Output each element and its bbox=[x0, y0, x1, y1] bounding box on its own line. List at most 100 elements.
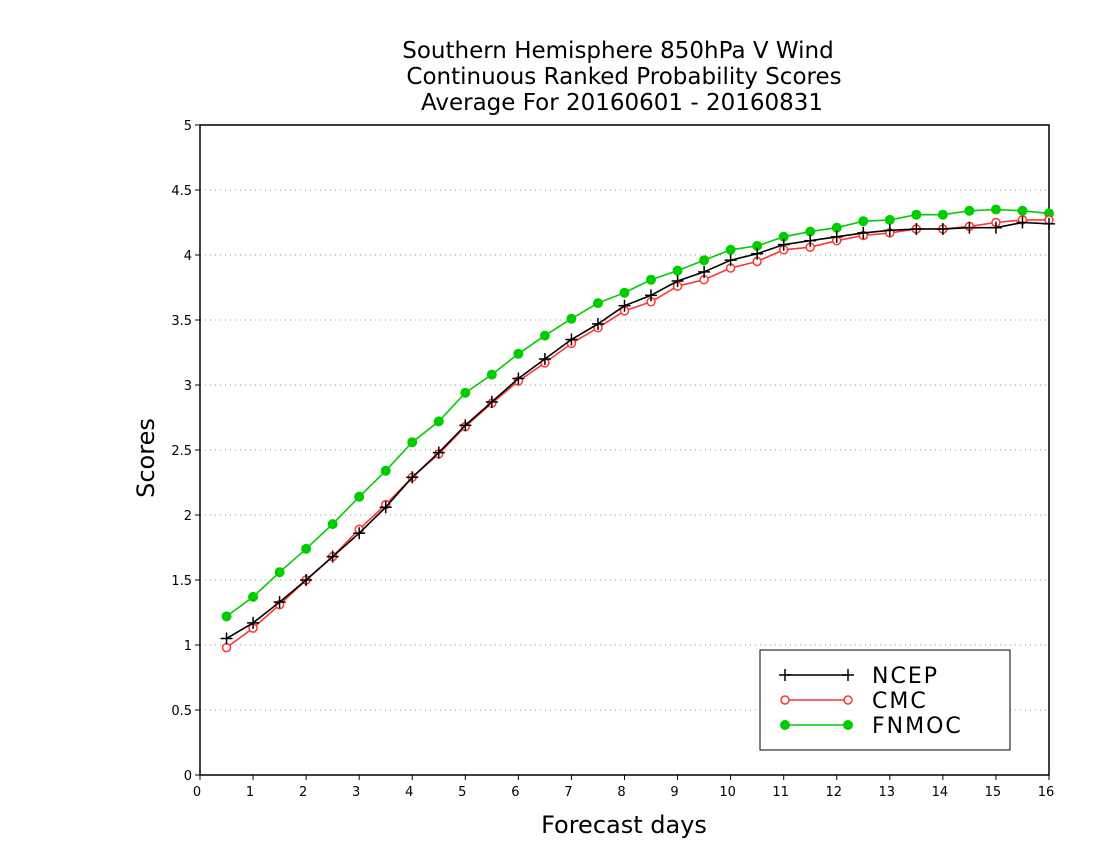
legend-marker-cmc bbox=[780, 695, 790, 705]
data-point-ncep bbox=[645, 289, 658, 302]
data-point-fnmoc bbox=[301, 543, 312, 554]
y-axis-label: Scores bbox=[132, 418, 160, 498]
x-tick-label: 3 bbox=[352, 785, 360, 800]
data-point-fnmoc bbox=[566, 313, 577, 324]
gridlines bbox=[200, 189, 1049, 711]
data-point-ncep bbox=[565, 333, 578, 346]
y-tick-label: 5 bbox=[184, 119, 192, 134]
y-tick-label: 2.5 bbox=[171, 444, 192, 459]
x-tick-label: 7 bbox=[564, 785, 572, 800]
data-point-ncep bbox=[857, 226, 870, 239]
data-point-ncep bbox=[432, 446, 445, 459]
legend-marker-ncep bbox=[842, 669, 854, 681]
x-tick-label: 6 bbox=[511, 785, 519, 800]
data-point-ncep bbox=[883, 224, 896, 237]
data-point-ncep bbox=[989, 221, 1002, 234]
data-point-ncep bbox=[963, 221, 976, 234]
y-tick-label: 4.5 bbox=[171, 184, 192, 199]
data-point-fnmoc bbox=[937, 209, 948, 220]
series-ncep bbox=[220, 216, 1055, 645]
data-point-ncep bbox=[300, 574, 313, 586]
data-point-fnmoc bbox=[646, 274, 657, 285]
data-point-fnmoc bbox=[990, 204, 1001, 215]
data-point-fnmoc bbox=[619, 287, 630, 298]
data-point-ncep bbox=[1016, 216, 1029, 229]
data-point-ncep bbox=[485, 395, 498, 408]
legend-label-ncep: NCEP bbox=[872, 664, 939, 689]
data-point-fnmoc bbox=[672, 265, 683, 276]
data-point-ncep bbox=[618, 299, 631, 312]
data-point-ncep bbox=[406, 471, 419, 484]
data-point-cmc bbox=[221, 642, 232, 653]
x-tick-label: 4 bbox=[405, 785, 413, 800]
data-point-fnmoc bbox=[513, 348, 524, 359]
legend-marker-cmc bbox=[843, 695, 853, 705]
chart-title-line-2: Continuous Ranked Probability Scores bbox=[406, 64, 841, 90]
x-tick-label: 16 bbox=[1038, 785, 1055, 800]
data-point-fnmoc bbox=[433, 416, 444, 427]
legend-marker-fnmoc bbox=[780, 720, 790, 730]
data-point-ncep bbox=[804, 234, 817, 247]
data-point-fnmoc bbox=[274, 567, 285, 578]
data-point-ncep bbox=[247, 616, 260, 629]
x-axis-label: Forecast days bbox=[541, 811, 707, 839]
y-tick-label: 3.5 bbox=[171, 314, 192, 329]
data-point-fnmoc bbox=[221, 611, 232, 622]
series-fnmoc bbox=[221, 204, 1054, 622]
x-tick-label: 13 bbox=[879, 785, 896, 800]
series-cmc bbox=[221, 215, 1054, 653]
x-tick-label: 15 bbox=[985, 785, 1002, 800]
data-point-fnmoc bbox=[1017, 205, 1028, 216]
legend-item-fnmoc: FNMOC bbox=[780, 714, 963, 739]
data-point-ncep bbox=[777, 238, 790, 251]
y-tick-label: 1 bbox=[184, 639, 192, 654]
x-tick-label: 2 bbox=[299, 785, 307, 800]
legend-label-fnmoc: FNMOC bbox=[872, 714, 963, 739]
legend-marker-fnmoc bbox=[843, 720, 853, 730]
data-point-ncep bbox=[326, 550, 339, 563]
data-point-fnmoc bbox=[592, 298, 603, 309]
y-tick-label: 4 bbox=[184, 249, 192, 264]
data-point-ncep bbox=[591, 317, 604, 330]
data-point-fnmoc bbox=[725, 244, 736, 255]
series-line-ncep bbox=[226, 221, 1050, 640]
data-point-fnmoc bbox=[486, 369, 497, 380]
data-point-fnmoc bbox=[460, 387, 471, 398]
data-point-ncep bbox=[512, 372, 525, 385]
x-axis-ticks: 0 1 2 3 4 5 6 7 8 9 10 11 12 13 14 15 16 bbox=[193, 775, 1054, 800]
data-point-fnmoc bbox=[699, 255, 710, 266]
data-point-ncep bbox=[936, 223, 949, 235]
legend-item-ncep: NCEP bbox=[779, 664, 939, 689]
data-point-ncep bbox=[220, 632, 233, 645]
y-tick-label: 2 bbox=[184, 509, 192, 524]
data-point-fnmoc bbox=[248, 591, 259, 602]
series-line-cmc bbox=[226, 219, 1049, 649]
x-tick-label: 10 bbox=[719, 785, 736, 800]
series-group bbox=[220, 204, 1055, 653]
y-axis-ticks: 0 0.5 1 1.5 2 2.5 3 3.5 4 4.5 5 bbox=[171, 119, 200, 784]
data-point-ncep bbox=[751, 247, 764, 260]
x-tick-label: 5 bbox=[458, 785, 466, 800]
y-tick-label: 0.5 bbox=[171, 704, 192, 719]
y-tick-label: 0 bbox=[184, 769, 192, 784]
data-point-ncep bbox=[273, 596, 286, 609]
chart-title-line-1: Southern Hemisphere 850hPa V Wind bbox=[402, 38, 833, 64]
data-point-ncep bbox=[459, 419, 472, 432]
data-point-fnmoc bbox=[884, 214, 895, 225]
data-point-fnmoc bbox=[327, 519, 338, 530]
legend-marker-ncep bbox=[779, 669, 791, 681]
data-point-fnmoc bbox=[407, 437, 418, 448]
y-tick-label: 3 bbox=[184, 379, 192, 394]
x-tick-label: 12 bbox=[825, 785, 842, 800]
x-tick-label: 14 bbox=[932, 785, 949, 800]
data-point-ncep bbox=[698, 265, 711, 278]
data-point-ncep bbox=[379, 501, 392, 514]
x-tick-label: 0 bbox=[193, 785, 201, 800]
data-point-fnmoc bbox=[858, 216, 869, 227]
data-point-ncep bbox=[671, 275, 684, 287]
chart-title-line-3: Average For 20160601 - 20160831 bbox=[421, 90, 823, 116]
series-line-fnmoc bbox=[226, 208, 1050, 618]
data-point-fnmoc bbox=[354, 491, 365, 502]
